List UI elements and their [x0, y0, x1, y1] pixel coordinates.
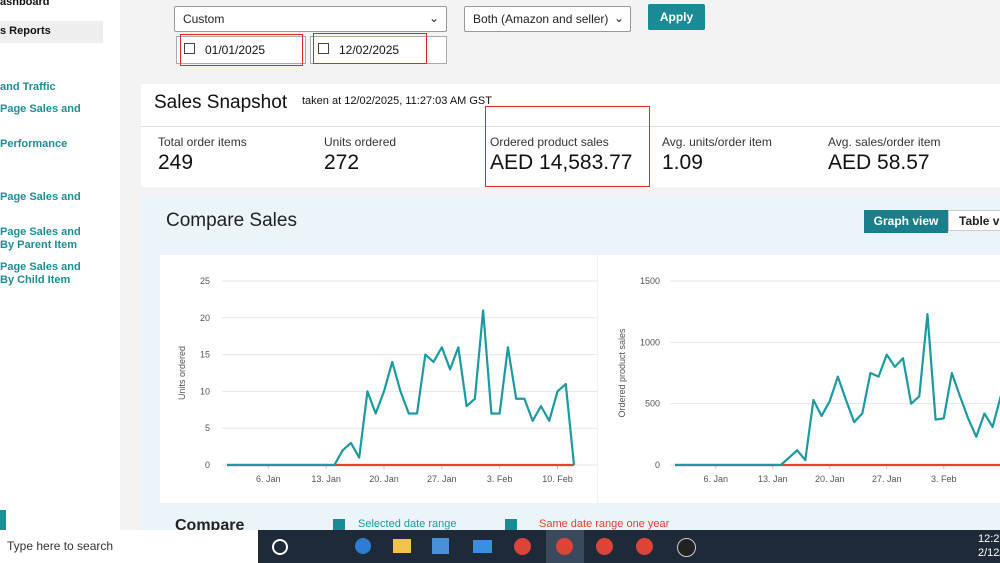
- apply-button[interactable]: Apply: [648, 4, 705, 30]
- calendar-icon: [318, 43, 329, 54]
- annotation-box: [313, 33, 427, 64]
- y-axis-label: Units ordered: [177, 346, 187, 400]
- x-tick-label: 20. Jan: [369, 474, 399, 484]
- checkbox[interactable]: [505, 519, 517, 531]
- y-tick-label: 15: [200, 350, 210, 360]
- cortana-icon[interactable]: [272, 539, 288, 555]
- x-tick-label: 13. Jan: [311, 474, 341, 484]
- metric-label: Ordered product sales: [490, 135, 609, 149]
- search-box[interactable]: Type here to search: [0, 530, 258, 563]
- legend-label: Same date range one year: [539, 518, 670, 530]
- taskbar: Type here to search 12:27 2/12/: [0, 530, 1000, 563]
- snapshot-panel: Sales Snapshot taken at 12/02/2025, 11:2…: [141, 84, 1000, 187]
- annotation-box: [485, 106, 650, 187]
- metric-label: Avg. sales/order item: [828, 135, 941, 149]
- x-tick-label: 27. Jan: [872, 474, 902, 484]
- annotation-box: [180, 34, 303, 66]
- store-icon[interactable]: [432, 538, 449, 554]
- x-tick-label: 6. Jan: [256, 474, 281, 484]
- side-tab[interactable]: [0, 510, 6, 530]
- nav-item[interactable]: and Traffic: [0, 81, 56, 93]
- units-chart: 0 5 10 15 20 25 6. Jan 13. Jan 20. Jan 27. Jan 3. …: [160, 255, 597, 503]
- compare-label: Compare: [175, 517, 245, 534]
- checkbox[interactable]: [333, 519, 345, 531]
- sales-chart: 0 500 1000 1500 6. Jan 13. Jan 20. Jan 27. Jan 3…: [598, 255, 1000, 503]
- date-preset-select[interactable]: Custom ⌄: [174, 6, 447, 32]
- nav-item[interactable]: By Child Item: [0, 274, 71, 286]
- series-line: [675, 313, 1000, 467]
- metric-label: Avg. units/order item: [662, 135, 772, 149]
- explorer-icon[interactable]: [393, 539, 411, 553]
- nav-item[interactable]: s Reports: [0, 21, 103, 43]
- x-tick-label: 20. Jan: [815, 474, 845, 484]
- y-axis-label: Ordered product sales: [617, 328, 627, 418]
- snapshot-title: Sales Snapshot: [154, 92, 288, 113]
- y-tick-label: 0: [655, 460, 660, 470]
- breakdown-select[interactable]: Both (Amazon and seller) ⌄: [464, 6, 631, 32]
- nav-item[interactable]: Page Sales and: [0, 261, 81, 273]
- metric-value: AED 14,583.77: [490, 151, 633, 174]
- nav-item[interactable]: Page Sales and: [0, 103, 81, 115]
- y-tick-label: 25: [200, 276, 210, 286]
- start-date[interactable]: 01/01/2025: [176, 36, 306, 64]
- metric-label: Units ordered: [324, 135, 397, 149]
- browser-icon[interactable]: [636, 538, 653, 555]
- nav-item[interactable]: ashboard: [0, 0, 50, 8]
- browser-icon[interactable]: [556, 538, 573, 555]
- metric-value: 1.09: [662, 151, 703, 174]
- nav-item[interactable]: Page Sales and: [0, 226, 81, 238]
- browser-icon[interactable]: [596, 538, 613, 555]
- x-tick-label: 27. Jan: [427, 474, 457, 484]
- browser-icon[interactable]: [677, 538, 696, 557]
- nav-item[interactable]: By Parent Item: [0, 239, 78, 251]
- y-tick-label: 1000: [640, 337, 660, 347]
- y-tick-label: 1500: [640, 276, 660, 286]
- y-tick-label: 5: [205, 423, 210, 433]
- clock-time: 12:27: [978, 533, 1000, 545]
- nav-item[interactable]: Page Sales and: [0, 191, 81, 203]
- legend-label: Selected date range: [358, 518, 457, 530]
- date-text: 12/02/2025: [339, 43, 400, 57]
- edge-icon[interactable]: [355, 538, 371, 554]
- calendar-icon: [184, 43, 195, 54]
- y-tick-label: 0: [205, 460, 210, 470]
- date-text: 01/01/2025: [205, 43, 266, 57]
- sidebar: ashboard s Reports and Traffic Page Sale…: [0, 0, 120, 530]
- metric-label: Total order items: [158, 135, 247, 149]
- metric-value: 249: [158, 151, 194, 174]
- clock-date: 2/12/: [978, 547, 1000, 559]
- y-tick-label: 500: [645, 399, 660, 409]
- series-line: [227, 309, 576, 467]
- y-tick-label: 20: [200, 313, 210, 323]
- select-text: Custom: [183, 12, 225, 26]
- metric-value: 272: [324, 151, 360, 174]
- x-tick-label: 3. Feb: [931, 474, 957, 484]
- divider: [141, 126, 1000, 127]
- select-text: Both (Amazon and seller): [473, 12, 609, 26]
- browser-icon[interactable]: [514, 538, 531, 555]
- nav-item[interactable]: Performance: [0, 138, 68, 150]
- mail-icon[interactable]: [473, 540, 492, 553]
- x-tick-label: 6. Jan: [703, 474, 728, 484]
- compare-title: Compare Sales: [166, 210, 297, 231]
- x-tick-label: 10. Feb: [542, 474, 573, 484]
- metric-value: AED 58.57: [828, 151, 930, 174]
- y-tick-label: 10: [200, 386, 210, 396]
- x-tick-label: 13. Jan: [758, 474, 788, 484]
- table-view-tab[interactable]: Table vi: [948, 210, 1000, 231]
- x-tick-label: 3. Feb: [487, 474, 513, 484]
- graph-view-tab[interactable]: Graph view: [864, 210, 948, 233]
- snapshot-time: taken at 12/02/2025, 11:27:03 AM GST: [302, 95, 492, 107]
